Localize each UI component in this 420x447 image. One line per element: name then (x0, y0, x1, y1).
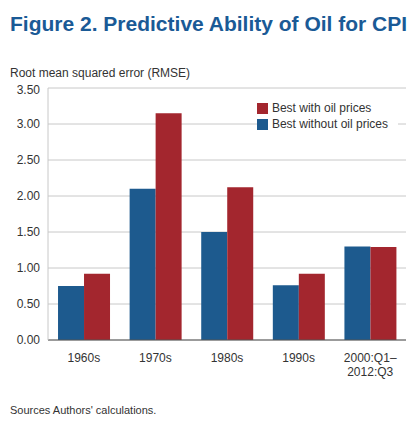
svg-text:3.50: 3.50 (17, 83, 41, 97)
svg-text:1990s: 1990s (282, 351, 315, 365)
svg-text:1980s: 1980s (211, 351, 244, 365)
svg-text:2.00: 2.00 (17, 189, 41, 203)
svg-text:1.00: 1.00 (17, 261, 41, 275)
svg-text:0.00: 0.00 (17, 333, 41, 347)
svg-text:2.50: 2.50 (17, 153, 41, 167)
html-text:Best with oil prices: Best with oil prices (271, 101, 372, 115)
svg-text:1960s: 1960s (67, 351, 100, 365)
svg-text:2000:Q1–2012:Q3: 2000:Q1–2012:Q3 (344, 351, 397, 379)
html-text:Root mean squared error (RMSE): Root mean squared error (RMSE) (10, 66, 191, 80)
svg-text:3.00: 3.00 (17, 117, 41, 131)
html-text:Sources Authors' calculations.: Sources Authors' calculations. (10, 404, 157, 416)
html-text:Figure 2. Predictive Ability o: Figure 2. Predictive Ability of Oil for … (10, 12, 408, 35)
svg-text:0.50: 0.50 (17, 297, 41, 311)
svg-text:1970s: 1970s (139, 351, 172, 365)
html-text:Best without oil prices: Best without oil prices (271, 117, 388, 131)
svg-text:1.50: 1.50 (17, 225, 41, 239)
